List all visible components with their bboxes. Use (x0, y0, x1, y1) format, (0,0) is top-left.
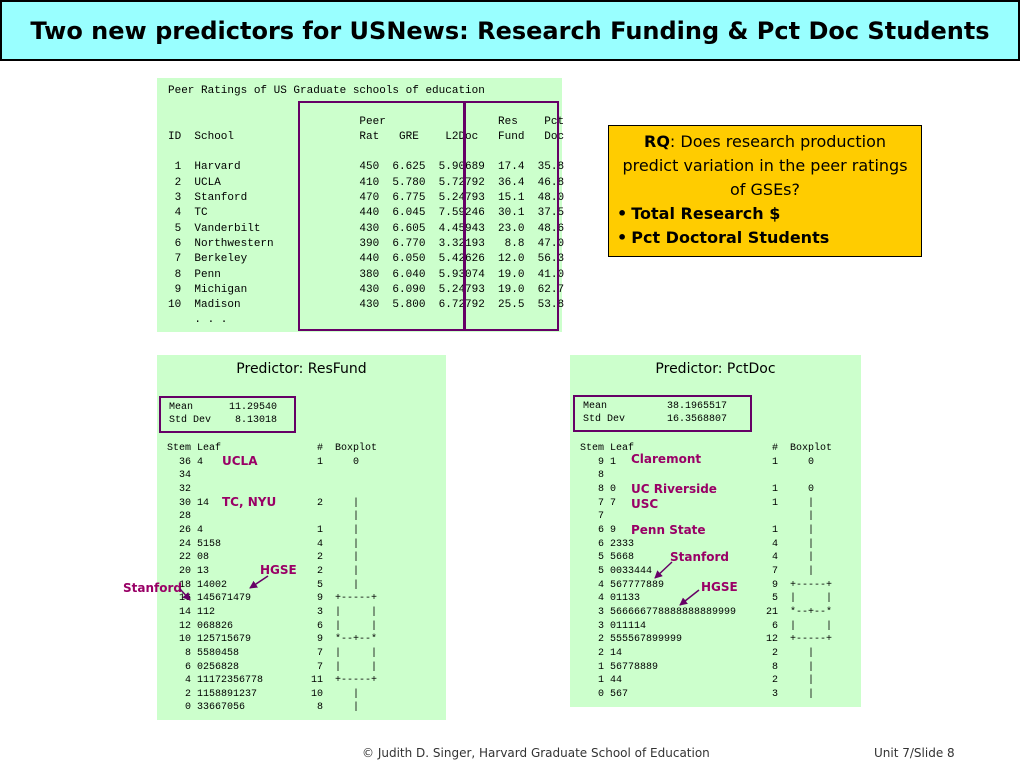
rq-bullet-list: Total Research $ Pct Doctoral Students (617, 202, 913, 250)
pctdoc-stats-box: Mean 38.1965517 Std Dev 16.3568807 (573, 395, 752, 432)
footer-copyright: © Judith D. Singer, Harvard Graduate Sch… (362, 746, 710, 760)
resfund-stats-box: Mean 11.29540 Std Dev 8.13018 (159, 396, 296, 433)
pctdoc-title: Predictor: PctDoc (655, 361, 776, 377)
pctdoc-annotation-hgse: HGSE (701, 580, 738, 594)
resfund-stats: Mean 11.29540 Std Dev 8.13018 (169, 402, 278, 426)
resfund-stem-leaf-plot: Stem Leaf # Boxplot 36 4 1 0 34 32 30 14… (167, 443, 378, 714)
pctdoc-stats: Mean 38.1965517 Std Dev 16.3568807 (583, 401, 728, 425)
footer-slide-number: Unit 7/Slide 8 (874, 746, 955, 760)
peer-ratings-table-panel: Peer Ratings of US Graduate schools of e… (157, 78, 565, 332)
pctdoc-annotation-claremont: Claremont (631, 452, 702, 466)
resfund-annotation-stanford: Stanford (123, 581, 182, 595)
rq-bullet-pct-doctoral: Pct Doctoral Students (617, 226, 913, 250)
rq-bullet-total-research: Total Research $ (617, 202, 913, 226)
research-question-box: RQ: Does research production predict var… (608, 125, 922, 257)
resfund-panel: Predictor: ResFund Mean 11.29540 Std Dev… (157, 355, 446, 720)
slide-title: Two new predictors for USNews: Research … (0, 0, 1020, 61)
peer-ratings-table: Peer Ratings of US Graduate schools of e… (168, 85, 565, 327)
pctdoc-annotation-penn-state: Penn State (631, 523, 706, 537)
resfund-pctdoc-frame (464, 101, 559, 331)
pctdoc-annotation-stanford: Stanford (670, 550, 729, 564)
pctdoc-panel: Predictor: PctDoc Mean 38.1965517 Std De… (570, 355, 861, 707)
peer-gre-l2doc-frame (298, 101, 465, 331)
resfund-annotation-hgse: HGSE (260, 563, 297, 577)
rq-label: RQ (644, 132, 670, 151)
pctdoc-annotation-uc-riverside: UC Riverside (631, 482, 717, 496)
resfund-annotation-ucla: UCLA (222, 454, 258, 468)
resfund-annotation-tc-nyu: TC, NYU (222, 495, 277, 509)
pctdoc-annotation-usc: USC (631, 497, 659, 511)
research-question: RQ: Does research production predict var… (617, 130, 913, 202)
resfund-title: Predictor: ResFund (236, 361, 367, 377)
rq-text: : Does research production predict varia… (622, 132, 908, 199)
pctdoc-stem-leaf-plot: Stem Leaf # Boxplot 9 1 1 0 8 8 0 1 0 7 … (580, 443, 833, 700)
